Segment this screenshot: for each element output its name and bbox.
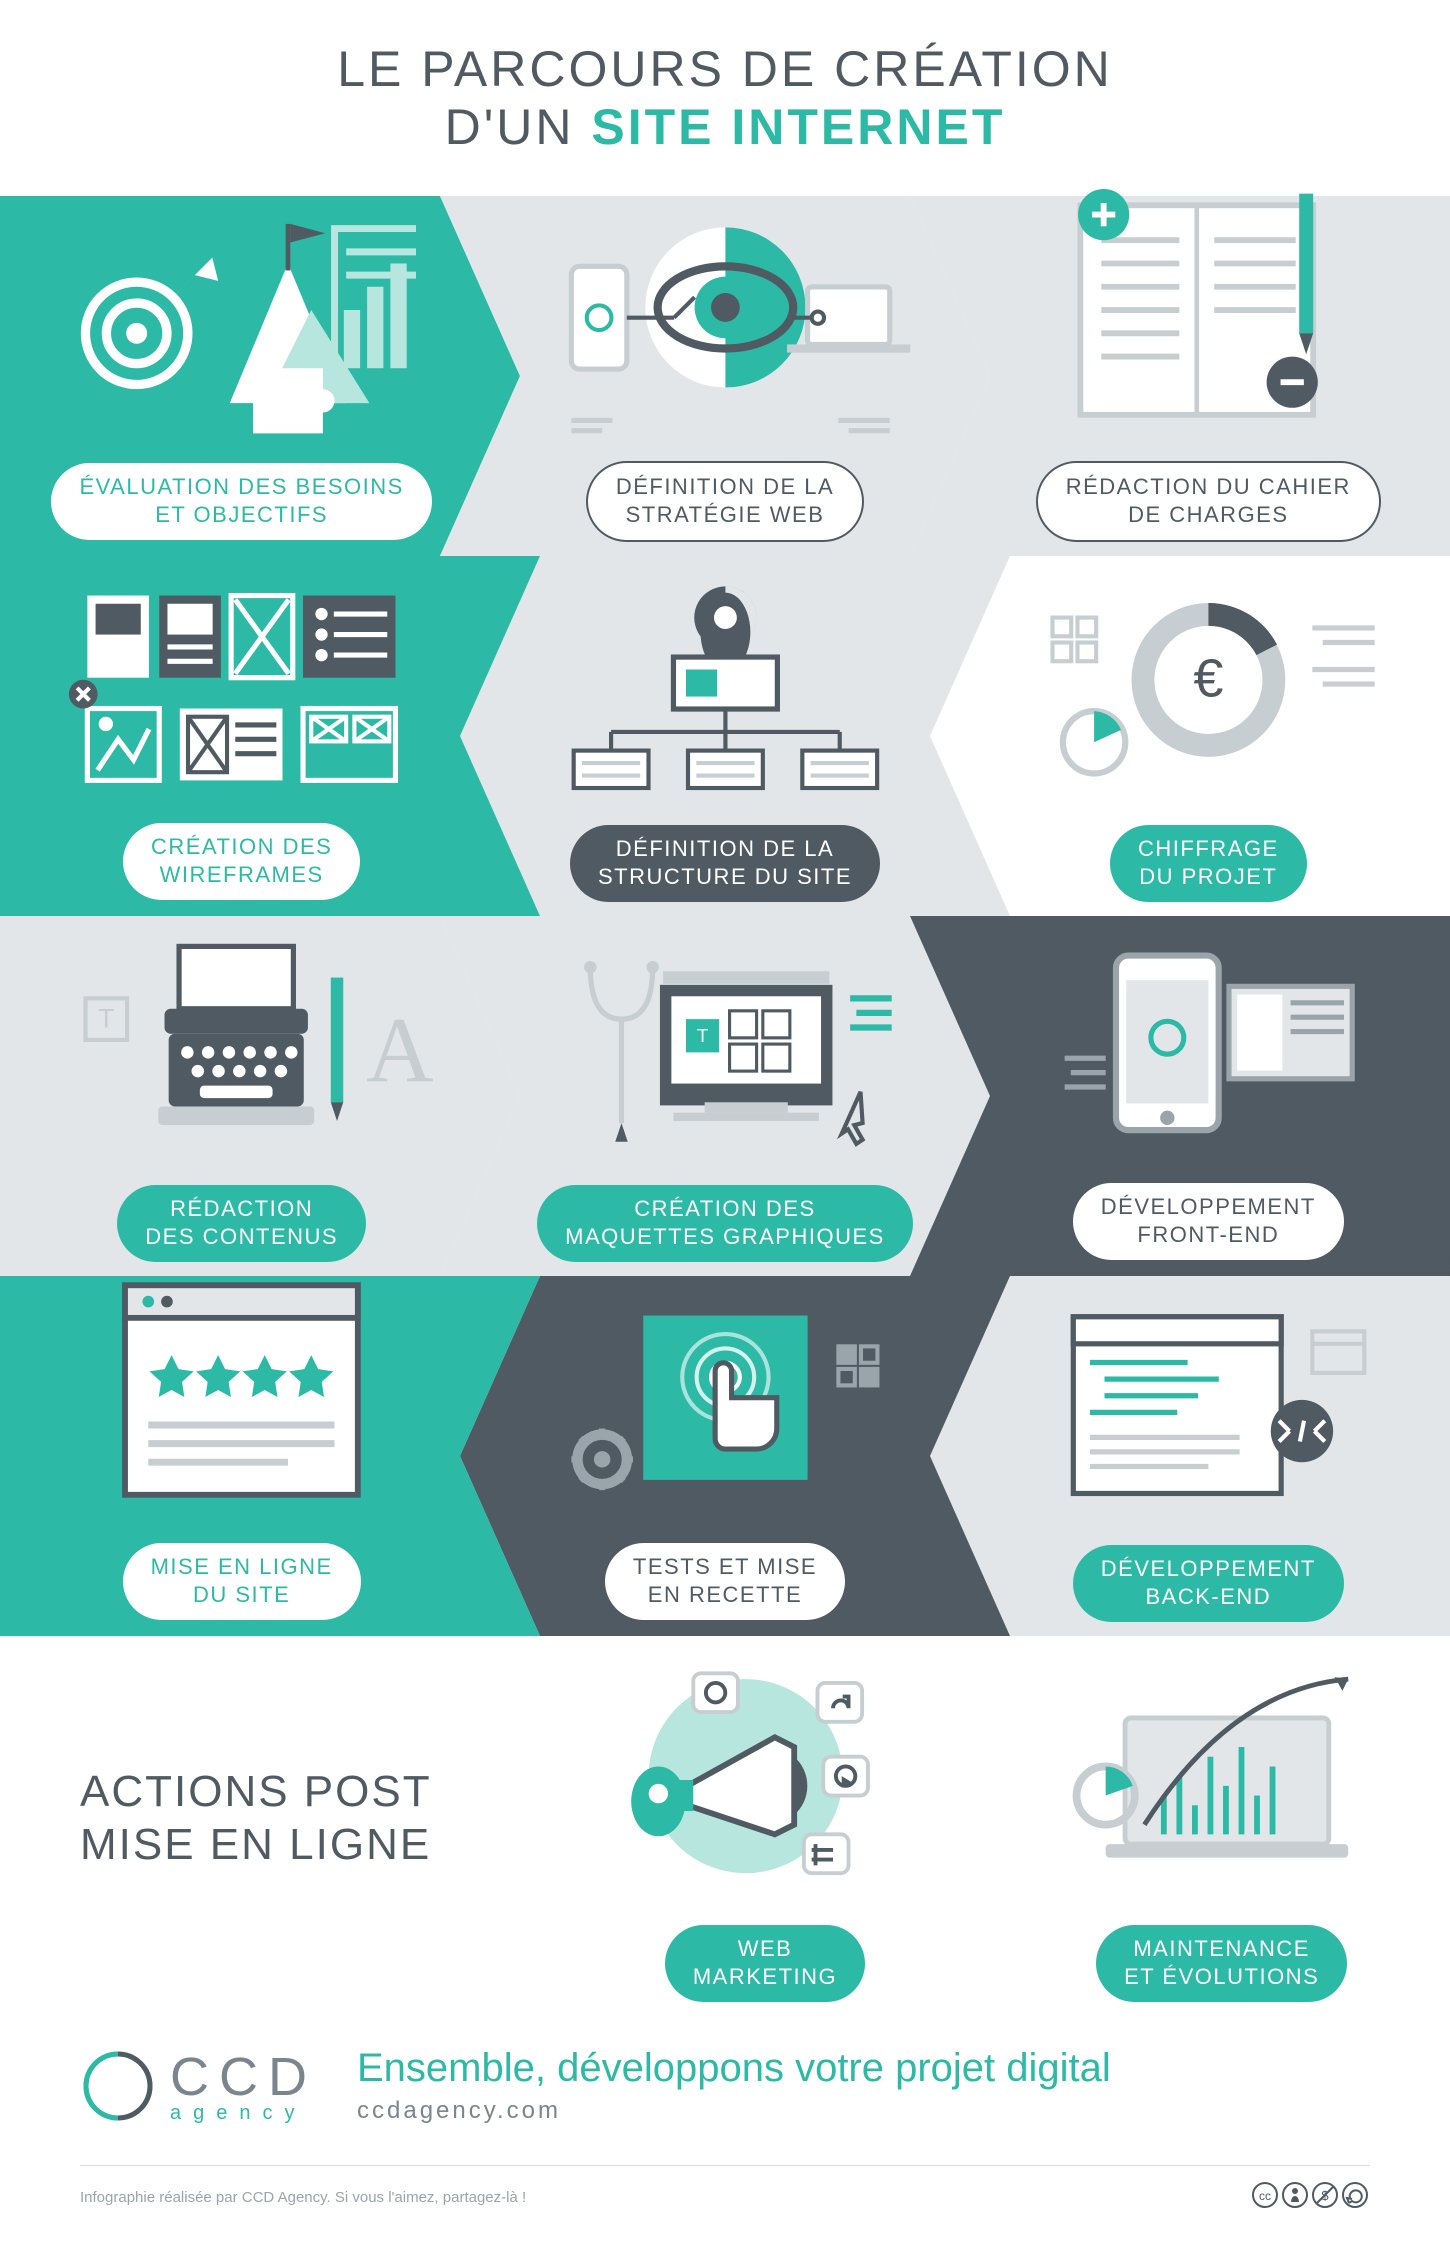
step-tests: TESTS ET MISE EN RECETTE xyxy=(483,1276,966,1636)
brand-sub: agency xyxy=(170,2102,317,2125)
badge-maintenance-l2: ET ÉVOLUTIONS xyxy=(1124,1964,1319,1989)
title-line2: D'UN SITE INTERNET xyxy=(0,98,1450,156)
svg-text:A: A xyxy=(366,1000,434,1103)
row-4: MISE EN LIGNE DU SITE xyxy=(0,1276,1450,1636)
code-window-icon xyxy=(967,1276,1450,1545)
badge-needs-l2: ET OBJECTIFS xyxy=(155,502,328,527)
frontend-icon xyxy=(967,915,1450,1181)
euro-chart-icon: € xyxy=(967,556,1450,825)
badge-spec: RÉDACTION DU CAHIER DE CHARGES xyxy=(1036,461,1381,542)
title-line2-prefix: D'UN xyxy=(445,99,592,155)
step-wireframes: CRÉATION DES WIREFRAMES xyxy=(0,556,483,916)
post-heading-block: ACTIONS POST MISE EN LIGNE xyxy=(0,1636,537,2016)
badge-tests-l2: EN RECETTE xyxy=(648,1582,802,1607)
badge-mockups: CRÉATION DES MAQUETTES GRAPHIQUES xyxy=(537,1185,913,1262)
row-post: ACTIONS POST MISE EN LIGNE xyxy=(0,1636,1450,2016)
page-title: LE PARCOURS DE CRÉATION D'UN SITE INTERN… xyxy=(0,40,1450,156)
badge-spec-l1: RÉDACTION DU CAHIER xyxy=(1066,474,1351,499)
footer: CCD agency Ensemble, développons votre p… xyxy=(0,2016,1450,2225)
megaphone-icon xyxy=(537,1628,994,1925)
step-frontend: DÉVELOPPEMENT FRONT-END xyxy=(967,916,1450,1276)
badge-wireframes-l1: CRÉATION DES xyxy=(151,834,332,859)
touch-test-icon xyxy=(483,1275,966,1541)
step-pricing: € CHIFFRAGE DU PROJET xyxy=(967,556,1450,916)
credit-text: Infographie réalisée par CCD Agency. Si … xyxy=(80,2189,526,2206)
badge-strategy-l2: STRATÉGIE WEB xyxy=(626,502,825,527)
badge-structure: DÉFINITION DE LA STRUCTURE DU SITE xyxy=(570,825,880,902)
step-mockups: T xyxy=(483,916,966,1276)
brand-name: CCD xyxy=(170,2046,317,2108)
badge-launch-l1: MISE EN LIGNE xyxy=(151,1554,333,1579)
badge-wireframes: CRÉATION DES WIREFRAMES xyxy=(121,821,362,902)
svg-text:T: T xyxy=(98,1004,115,1034)
target-mountain-icon xyxy=(0,160,483,461)
badge-backend-l2: BACK-END xyxy=(1145,1584,1271,1609)
badge-launch: MISE EN LIGNE DU SITE xyxy=(121,1541,363,1622)
svg-text:T: T xyxy=(696,1025,707,1046)
svg-text:€: € xyxy=(1193,649,1223,709)
post-heading-l1: ACTIONS POST xyxy=(80,1767,432,1816)
badge-backend-l1: DÉVELOPPEMENT xyxy=(1101,1556,1316,1581)
badge-maintenance-l1: MAINTENANCE xyxy=(1133,1936,1310,1961)
flow-container: ÉVALUATION DES BESOINS ET OBJECTIFS xyxy=(0,196,1450,2016)
spec-doc-icon xyxy=(967,160,1450,461)
cc-license-icon: cc $ xyxy=(1250,2180,1370,2215)
title-line1: LE PARCOURS DE CRÉATION xyxy=(0,40,1450,98)
row-1: ÉVALUATION DES BESOINS ET OBJECTIFS xyxy=(0,196,1450,556)
browser-stars-icon xyxy=(0,1240,483,1541)
badge-structure-l2: STRUCTURE DU SITE xyxy=(598,864,852,889)
row-2: CRÉATION DES WIREFRAMES xyxy=(0,556,1450,916)
badge-mockups-l2: MAQUETTES GRAPHIQUES xyxy=(565,1224,885,1249)
badge-content-l1: RÉDACTION xyxy=(170,1196,313,1221)
badge-strategy-l1: DÉFINITION DE LA xyxy=(616,474,834,499)
sitemap-icon xyxy=(483,556,966,825)
badge-marketing-l2: MARKETING xyxy=(693,1964,837,1989)
badge-frontend-l1: DÉVELOPPEMENT xyxy=(1101,1194,1316,1219)
wireframes-icon xyxy=(0,555,483,821)
badge-wireframes-l2: WIREFRAMES xyxy=(160,862,324,887)
badge-marketing: WEB MARKETING xyxy=(665,1925,865,2002)
badge-structure-l1: DÉFINITION DE LA xyxy=(616,836,834,861)
title-accent: SITE INTERNET xyxy=(591,99,1005,155)
post-heading-l2: MISE EN LIGNE xyxy=(80,1820,431,1869)
badge-pricing-l1: CHIFFRAGE xyxy=(1138,836,1279,861)
typewriter-icon: T A xyxy=(0,916,483,1185)
badge-marketing-l1: WEB xyxy=(738,1936,793,1961)
analytics-laptop-icon xyxy=(993,1628,1450,1925)
badge-frontend-l2: FRONT-END xyxy=(1137,1222,1279,1247)
badge-strategy: DÉFINITION DE LA STRATÉGIE WEB xyxy=(586,461,864,542)
post-heading: ACTIONS POST MISE EN LIGNE xyxy=(80,1766,432,1872)
footer-divider xyxy=(80,2165,1370,2166)
badge-needs: ÉVALUATION DES BESOINS ET OBJECTIFS xyxy=(49,461,433,542)
badge-mockups-l1: CRÉATION DES xyxy=(634,1196,815,1221)
badge-launch-l2: DU SITE xyxy=(193,1582,290,1607)
badge-frontend: DÉVELOPPEMENT FRONT-END xyxy=(1071,1181,1346,1262)
step-backend: DÉVELOPPEMENT BACK-END xyxy=(967,1276,1450,1636)
badge-pricing: CHIFFRAGE DU PROJET xyxy=(1110,825,1307,902)
infographic-page: LE PARCOURS DE CRÉATION D'UN SITE INTERN… xyxy=(0,0,1450,2255)
eye-devices-icon xyxy=(483,195,966,461)
step-content: T A xyxy=(0,916,483,1276)
brand-logo: CCD agency xyxy=(80,2046,317,2125)
row-3: T A xyxy=(0,916,1450,1276)
site-url: ccdagency.com xyxy=(357,2097,1111,2125)
step-maintenance: MAINTENANCE ET ÉVOLUTIONS xyxy=(993,1636,1450,2016)
step-marketing: WEB MARKETING xyxy=(537,1636,994,2016)
badge-tests-l1: TESTS ET MISE xyxy=(633,1554,817,1579)
logo-icon xyxy=(80,2048,156,2124)
badge-needs-l1: ÉVALUATION DES BESOINS xyxy=(79,474,403,499)
badge-maintenance: MAINTENANCE ET ÉVOLUTIONS xyxy=(1096,1925,1347,2002)
badge-pricing-l2: DU PROJET xyxy=(1139,864,1277,889)
step-strategy: DÉFINITION DE LA STRATÉGIE WEB xyxy=(483,196,966,556)
step-spec: RÉDACTION DU CAHIER DE CHARGES xyxy=(967,196,1450,556)
tagline: Ensemble, développons votre projet digit… xyxy=(357,2046,1111,2091)
step-structure: DÉFINITION DE LA STRUCTURE DU SITE xyxy=(483,556,966,916)
badge-backend: DÉVELOPPEMENT BACK-END xyxy=(1073,1545,1344,1622)
step-launch: MISE EN LIGNE DU SITE xyxy=(0,1276,483,1636)
step-needs: ÉVALUATION DES BESOINS ET OBJECTIFS xyxy=(0,196,483,556)
badge-tests: TESTS ET MISE EN RECETTE xyxy=(603,1541,847,1622)
design-screen-icon: T xyxy=(483,916,966,1185)
svg-text:cc: cc xyxy=(1259,2189,1271,2203)
badge-spec-l2: DE CHARGES xyxy=(1128,502,1288,527)
